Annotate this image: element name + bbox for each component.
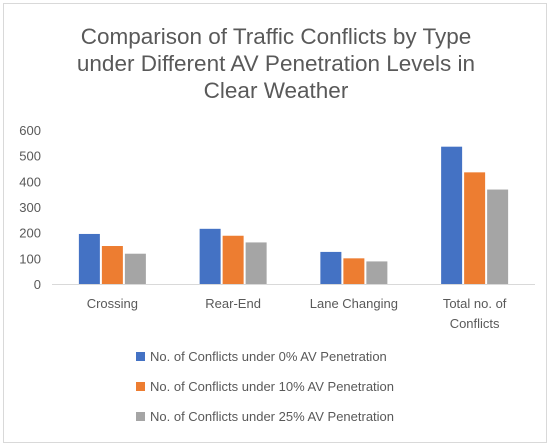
y-tick-label: 500 [19,149,41,164]
x-category-label: Total no. of [443,296,507,311]
bar-3 [487,189,509,284]
chart-title-line-3: Clear Weather [203,78,349,103]
x-category-label: Rear-End [205,296,261,311]
bar-2 [101,246,123,284]
legend-swatch [136,352,145,361]
bar-3 [124,253,146,284]
bar-2 [222,235,244,284]
legend-label: No. of Conflicts under 25% AV Penetratio… [150,409,394,424]
legend-label: No. of Conflicts under 0% AV Penetration [150,349,387,364]
bar-2 [464,172,486,284]
y-tick-label: 400 [19,174,41,189]
y-tick-label: 200 [19,226,41,241]
y-tick-label: 0 [34,277,41,292]
bar-1 [320,251,342,284]
bar-1 [199,228,221,284]
bar-2 [343,258,365,284]
legend-swatch [136,412,145,421]
legend-label: No. of Conflicts under 10% AV Penetratio… [150,379,394,394]
x-category-label: Conflicts [450,316,500,331]
x-category-label: Lane Changing [310,296,398,311]
bar-3 [366,261,388,284]
legend-swatch [136,382,145,391]
bar-1 [78,233,100,284]
chart-title-line-1: Comparison of Traffic Conflicts by Type [80,24,472,49]
chart-title: Comparison of Traffic Conflicts by Type … [4,23,548,104]
bar-1 [441,146,463,284]
bar-3 [245,242,267,284]
y-tick-label: 100 [19,251,41,266]
y-tick-label: 300 [19,200,41,215]
x-category-label: Crossing [87,296,138,311]
chart-title-line-2: under Different AV Penetration Levels in [76,51,476,76]
y-tick-label: 600 [19,123,41,138]
